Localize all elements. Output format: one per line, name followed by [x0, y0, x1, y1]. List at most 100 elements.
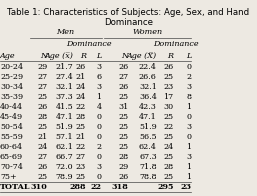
- Text: 42.3: 42.3: [139, 103, 157, 111]
- Text: 35-39: 35-39: [0, 93, 23, 101]
- Text: 0: 0: [187, 113, 191, 121]
- Text: 3: 3: [96, 163, 102, 171]
- Text: 2: 2: [96, 143, 102, 151]
- Text: 28: 28: [118, 153, 128, 161]
- Text: 27: 27: [76, 153, 86, 161]
- Text: 25: 25: [76, 173, 86, 181]
- Text: 0: 0: [97, 113, 102, 121]
- Text: 23: 23: [163, 83, 173, 91]
- Text: 3: 3: [186, 83, 191, 91]
- Text: 25: 25: [163, 153, 173, 161]
- Text: Dominance: Dominance: [153, 40, 199, 48]
- Text: Dominance: Dominance: [66, 40, 112, 48]
- Text: 26: 26: [118, 63, 128, 71]
- Text: 25: 25: [163, 113, 173, 121]
- Text: 0: 0: [97, 123, 102, 131]
- Text: L: L: [96, 52, 102, 60]
- Text: 29: 29: [118, 163, 128, 171]
- Text: 21: 21: [76, 133, 86, 141]
- Text: 70-74: 70-74: [0, 163, 23, 171]
- Text: N: N: [41, 52, 48, 60]
- Text: Women: Women: [133, 28, 163, 36]
- Text: 25: 25: [118, 93, 128, 101]
- Text: 1: 1: [186, 163, 191, 171]
- Text: 51.9: 51.9: [56, 123, 73, 131]
- Text: 25: 25: [118, 133, 128, 141]
- Text: 56.5: 56.5: [139, 133, 157, 141]
- Text: 288: 288: [70, 183, 86, 191]
- Text: 65-69: 65-69: [0, 153, 23, 161]
- Text: 25: 25: [163, 173, 173, 181]
- Text: 26: 26: [76, 63, 86, 71]
- Text: 26: 26: [118, 173, 128, 181]
- Text: 21: 21: [37, 133, 48, 141]
- Text: 27: 27: [118, 73, 128, 81]
- Text: 50-54: 50-54: [0, 123, 23, 131]
- Text: 3: 3: [186, 123, 191, 131]
- Text: 30: 30: [163, 103, 173, 111]
- Text: 66.7: 66.7: [56, 153, 73, 161]
- Text: 3: 3: [96, 63, 102, 71]
- Text: 24: 24: [76, 83, 86, 91]
- Text: 75+: 75+: [0, 173, 17, 181]
- Text: 17: 17: [163, 93, 173, 101]
- Text: 78.8: 78.8: [139, 173, 157, 181]
- Text: 22: 22: [90, 183, 102, 191]
- Text: 21: 21: [76, 73, 86, 81]
- Text: TOTAL: TOTAL: [0, 183, 31, 191]
- Text: 41.5: 41.5: [56, 103, 73, 111]
- Text: Age (X̅): Age (X̅): [127, 52, 157, 60]
- Text: 6: 6: [96, 73, 102, 81]
- Text: 25: 25: [163, 133, 173, 141]
- Text: 28: 28: [38, 113, 48, 121]
- Text: 23: 23: [76, 163, 86, 171]
- Text: 26: 26: [118, 83, 128, 91]
- Text: N: N: [122, 52, 128, 60]
- Text: 62.1: 62.1: [55, 143, 73, 151]
- Text: 24: 24: [37, 143, 48, 151]
- Text: 40-44: 40-44: [0, 103, 23, 111]
- Text: Table 1: Characteristics of Subjects: Age, Sex, and Hand: Table 1: Characteristics of Subjects: Ag…: [7, 8, 250, 17]
- Text: 25: 25: [163, 73, 173, 81]
- Text: 1: 1: [186, 173, 191, 181]
- Text: 32.1: 32.1: [55, 83, 73, 91]
- Text: 22: 22: [76, 103, 86, 111]
- Text: Dominance: Dominance: [104, 18, 153, 26]
- Text: Age (x̅): Age (x̅): [44, 52, 73, 60]
- Text: 3: 3: [186, 153, 191, 161]
- Text: 0: 0: [187, 63, 191, 71]
- Text: 0: 0: [97, 133, 102, 141]
- Text: 25: 25: [118, 123, 128, 131]
- Text: 45-49: 45-49: [0, 113, 23, 121]
- Text: 8: 8: [187, 93, 191, 101]
- Text: 0: 0: [97, 173, 102, 181]
- Text: 26.6: 26.6: [139, 73, 157, 81]
- Text: 25: 25: [38, 123, 48, 131]
- Text: 27: 27: [38, 73, 48, 81]
- Text: 72.0: 72.0: [56, 163, 73, 171]
- Text: Men: Men: [57, 28, 75, 36]
- Text: 1: 1: [186, 103, 191, 111]
- Text: 24: 24: [76, 93, 86, 101]
- Text: R: R: [168, 52, 173, 60]
- Text: 36.4: 36.4: [139, 93, 157, 101]
- Text: 32.1: 32.1: [139, 83, 157, 91]
- Text: 20-24: 20-24: [0, 63, 23, 71]
- Text: 1: 1: [96, 93, 102, 101]
- Text: 0: 0: [97, 153, 102, 161]
- Text: 23: 23: [180, 183, 191, 191]
- Text: 29: 29: [37, 63, 48, 71]
- Text: 30-34: 30-34: [0, 83, 23, 91]
- Text: 295: 295: [157, 183, 173, 191]
- Text: 27.4: 27.4: [56, 73, 73, 81]
- Text: 28: 28: [76, 113, 86, 121]
- Text: 24: 24: [163, 143, 173, 151]
- Text: 25: 25: [118, 113, 128, 121]
- Text: 22: 22: [76, 143, 86, 151]
- Text: 25: 25: [38, 173, 48, 181]
- Text: 67.3: 67.3: [139, 153, 157, 161]
- Text: 1: 1: [186, 143, 191, 151]
- Text: 22: 22: [163, 123, 173, 131]
- Text: 22.4: 22.4: [139, 63, 157, 71]
- Text: 21.7: 21.7: [56, 63, 73, 71]
